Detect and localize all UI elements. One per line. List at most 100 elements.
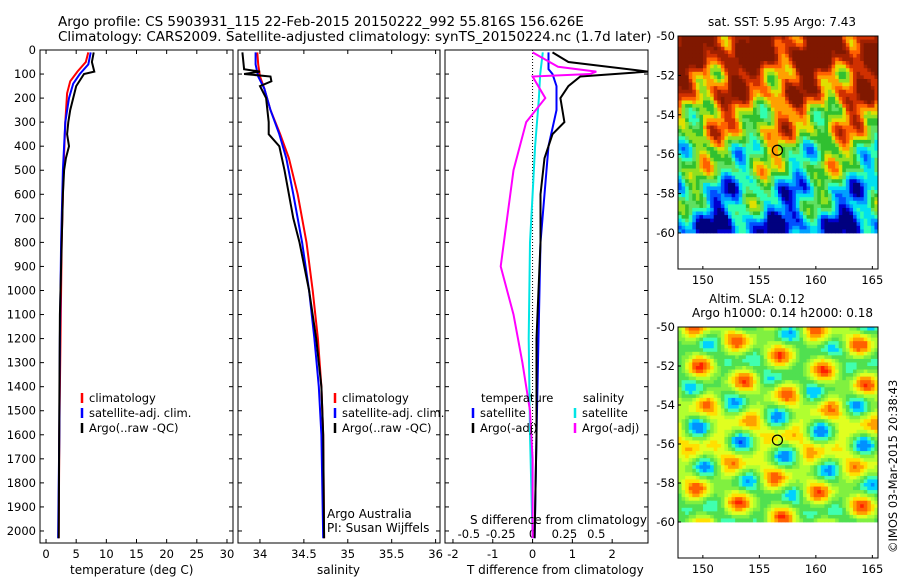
map-sla_map — [678, 327, 879, 523]
map-cell — [685, 114, 690, 119]
map-cell — [685, 96, 690, 101]
map-cell — [781, 351, 786, 356]
map-cell — [774, 405, 779, 409]
map-cell — [681, 154, 686, 159]
map-cell — [874, 190, 879, 194]
map-cell — [795, 200, 800, 205]
map-cell — [806, 215, 811, 220]
map-cell — [856, 161, 861, 166]
map-cell — [692, 193, 697, 198]
map-cell — [731, 71, 736, 76]
map-cell — [824, 405, 829, 409]
map-cell — [770, 327, 775, 331]
map-cell — [838, 182, 843, 187]
map-cell — [806, 107, 811, 112]
map-cell — [731, 204, 736, 209]
map-cell — [810, 229, 815, 234]
map-cell — [742, 215, 747, 220]
map-cell — [738, 64, 743, 69]
map-cell — [756, 380, 761, 385]
map-cell — [856, 422, 861, 427]
map-cell — [678, 132, 682, 137]
map-cell — [778, 132, 782, 137]
map-cell — [735, 330, 740, 335]
map-cell — [874, 422, 879, 427]
map-cell — [738, 204, 743, 209]
map-cell — [760, 136, 765, 141]
map-cell — [781, 129, 786, 134]
map-cell — [810, 64, 815, 69]
map-cell — [867, 86, 872, 91]
map-cell — [756, 93, 761, 98]
map-cell — [710, 190, 715, 194]
map-cell — [720, 164, 725, 169]
map-cell — [806, 408, 811, 413]
map-cell — [813, 129, 818, 134]
map-cell — [849, 186, 854, 191]
map-cell — [849, 114, 854, 119]
map-cell — [745, 157, 750, 162]
map-cell — [681, 351, 686, 356]
map-cell — [688, 61, 693, 66]
map-cell — [681, 415, 686, 420]
map-cell — [738, 61, 743, 66]
map-cell — [853, 222, 857, 227]
map-cell — [753, 415, 757, 420]
map-cell — [785, 68, 790, 73]
map-cell — [845, 129, 850, 134]
map-cell — [828, 132, 832, 137]
map-cell — [688, 53, 693, 58]
map-cell — [760, 53, 765, 58]
map-cell — [688, 426, 693, 431]
map-cell — [735, 93, 740, 98]
map-cell — [745, 36, 750, 40]
map-cell — [781, 86, 786, 91]
map-cell — [724, 229, 729, 234]
map-cell — [817, 161, 822, 166]
map-cell — [831, 394, 836, 399]
map-cell — [685, 200, 690, 205]
map-cell — [763, 215, 768, 220]
map-cell — [810, 193, 815, 198]
map-cell — [742, 68, 747, 73]
map-cell — [781, 222, 786, 227]
map-cell — [760, 157, 765, 162]
map-cell — [845, 107, 850, 112]
map-cell — [695, 211, 700, 216]
map-cell — [692, 186, 697, 191]
map-cell — [699, 89, 704, 94]
map-cell — [678, 193, 682, 198]
map-cell — [692, 61, 697, 66]
map-cell — [799, 150, 804, 155]
map-cell — [874, 114, 879, 119]
map-cell — [731, 118, 736, 123]
map-cell — [863, 36, 868, 40]
map-cell — [838, 405, 843, 409]
map-cell — [867, 129, 872, 134]
map-cell — [795, 61, 800, 66]
map-cell — [867, 75, 872, 80]
map-cell — [824, 211, 829, 216]
y-tick-label: 1900 — [7, 500, 36, 514]
map-cell — [767, 408, 772, 413]
map-cell — [792, 50, 797, 55]
map-cell — [724, 344, 729, 349]
map-cell — [863, 397, 868, 402]
map-cell — [738, 218, 743, 223]
map-cell — [778, 383, 782, 388]
map-cell — [835, 161, 840, 166]
map-cell — [742, 182, 747, 187]
map-cell — [678, 96, 682, 101]
map-cell — [710, 121, 715, 126]
map-cell — [678, 351, 682, 356]
map-cell — [735, 408, 740, 413]
map-cell — [806, 229, 811, 234]
map-cell — [678, 104, 682, 109]
map-cell — [685, 139, 690, 144]
map-cell — [770, 46, 775, 51]
map-cell — [778, 147, 782, 152]
map-cell — [820, 355, 825, 360]
map-cell — [810, 143, 815, 148]
map-cell — [688, 429, 693, 434]
map-cell — [760, 36, 765, 40]
